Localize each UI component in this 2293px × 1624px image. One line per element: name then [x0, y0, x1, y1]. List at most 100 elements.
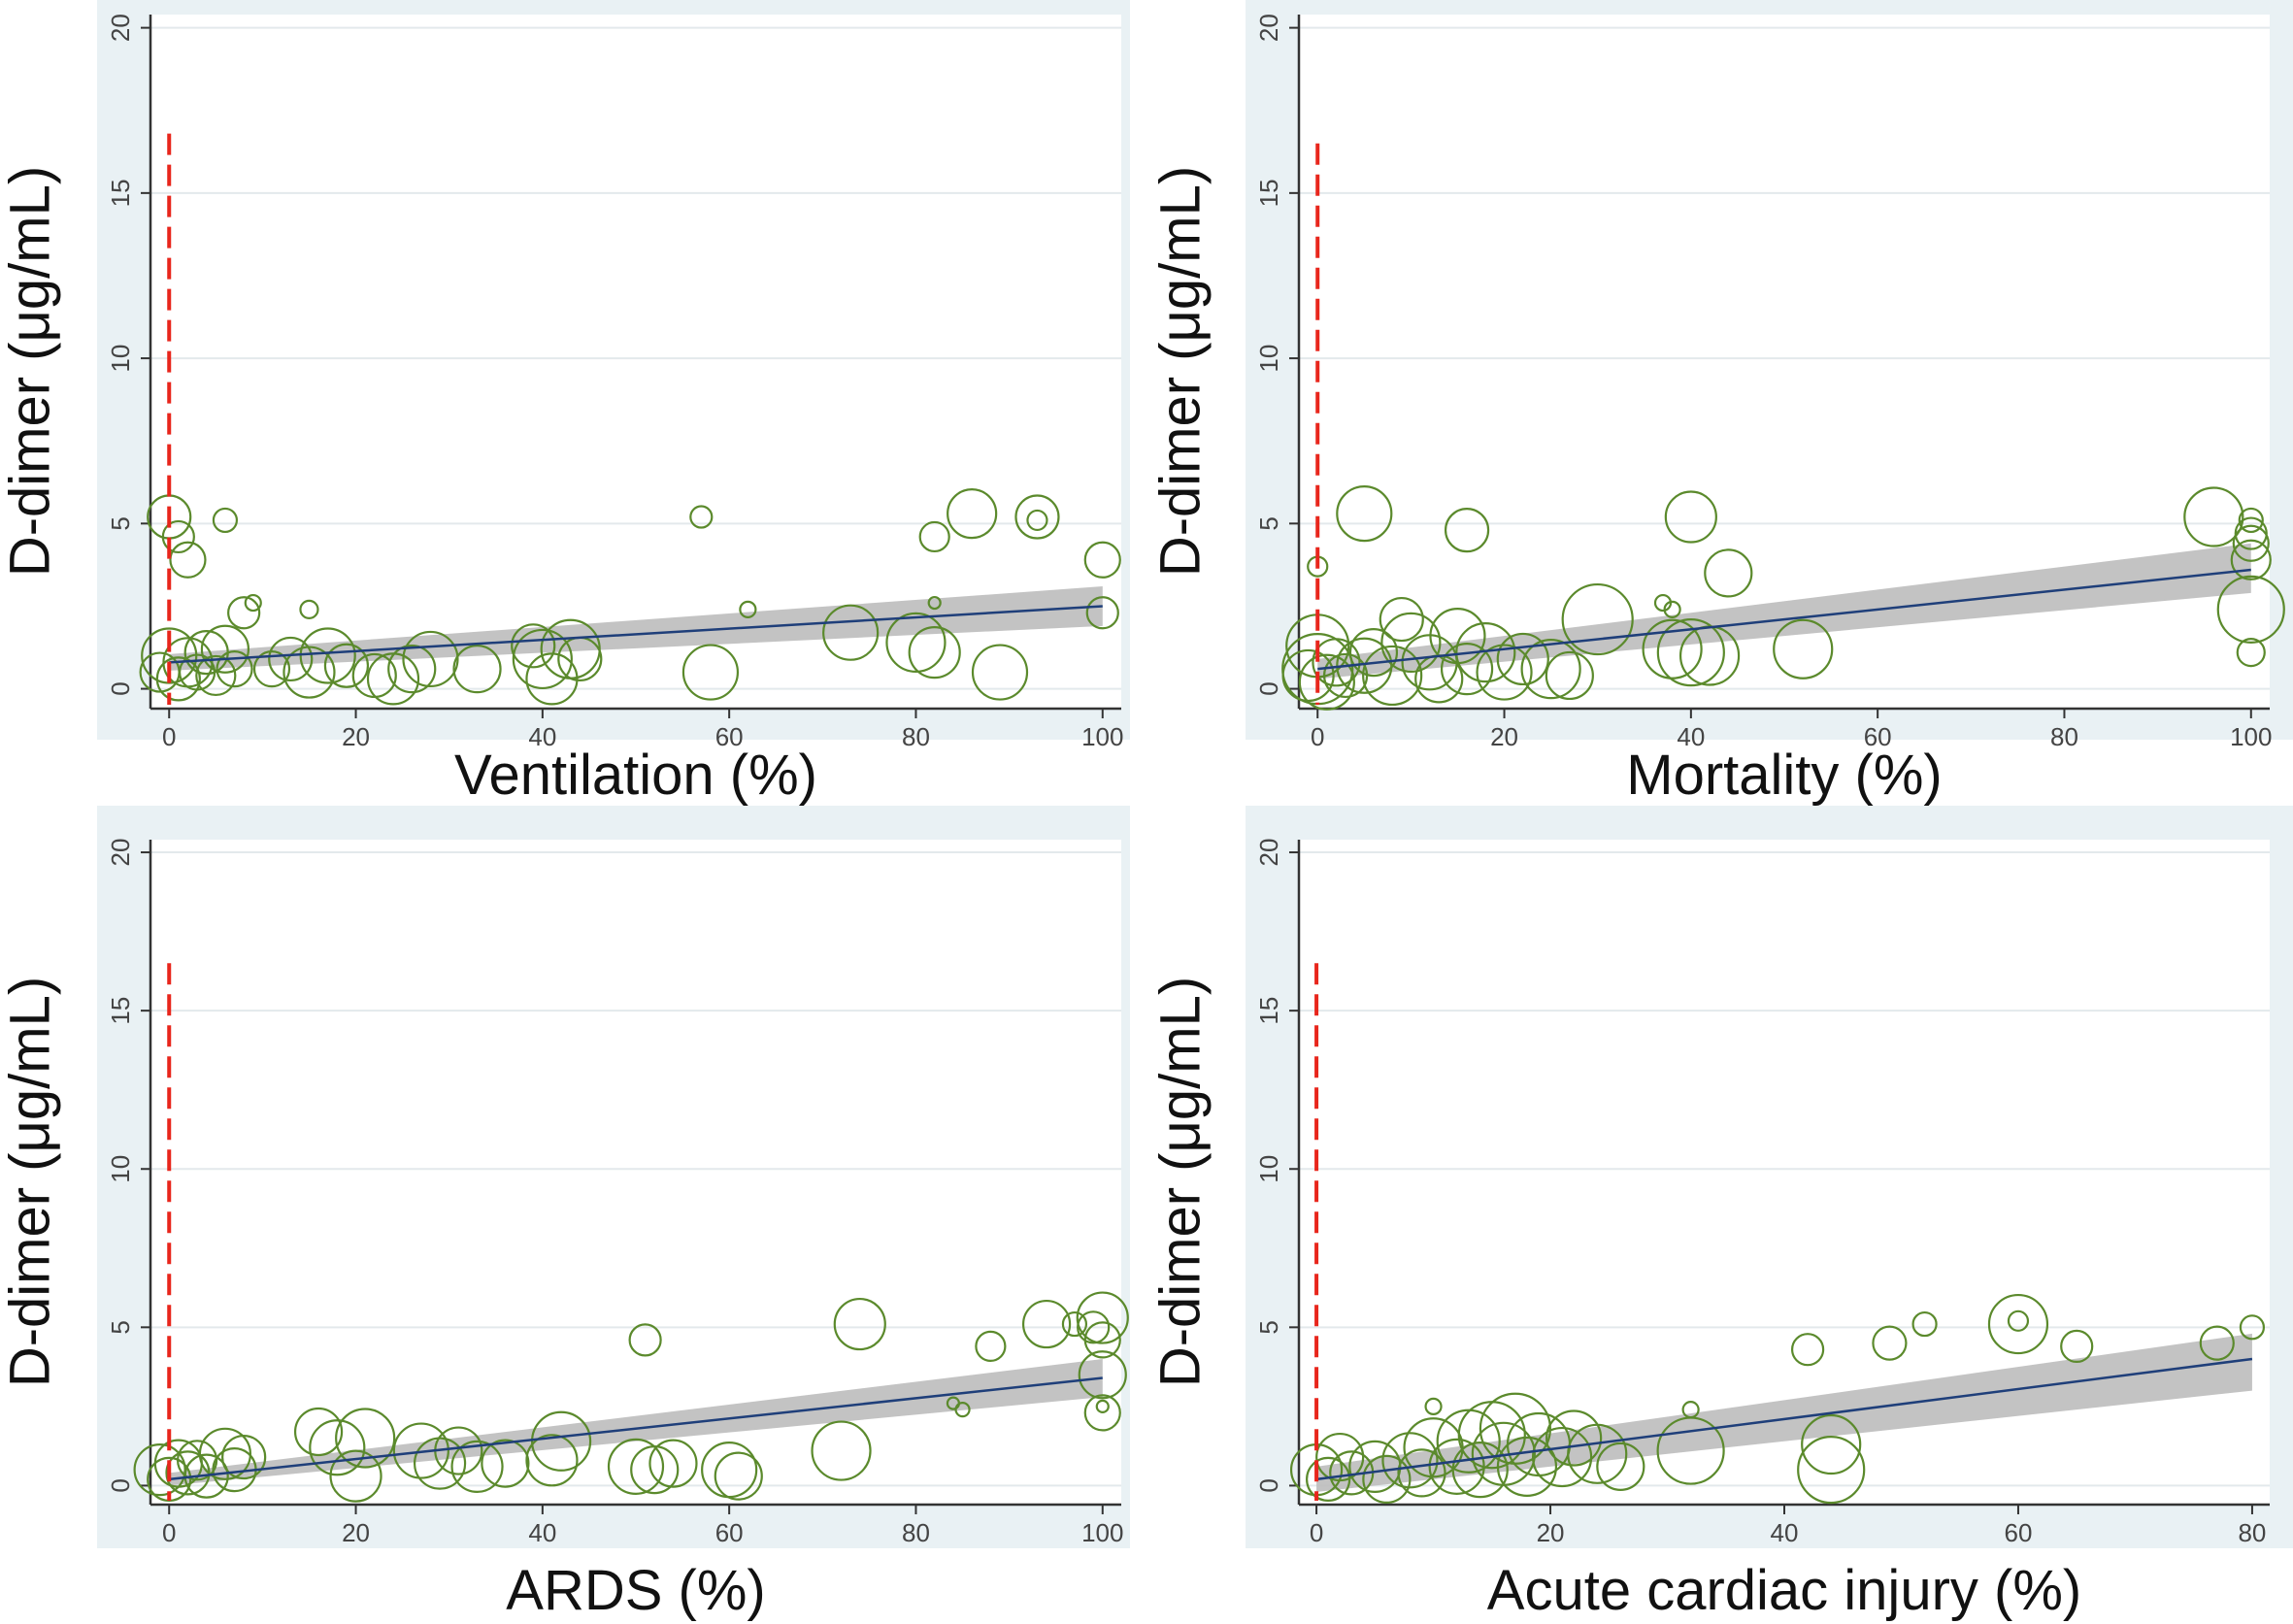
y-axis-title: D-dimer (μg/mL): [1148, 977, 1212, 1387]
x-tick-label: 60: [715, 1518, 744, 1547]
bubble-point: [1496, 1436, 1558, 1497]
y-axis-title: D-dimer (μg/mL): [0, 977, 61, 1387]
bubble-point: [387, 645, 437, 694]
y-tick-label: 0: [1254, 1478, 1283, 1492]
bubble-point: [2183, 486, 2244, 547]
y-tick-label: 10: [1254, 345, 1283, 373]
x-tick-label: 20: [342, 1518, 370, 1547]
bubble-point: [975, 1330, 1007, 1363]
x-axis-title: Acute cardiac injury (%): [1487, 1559, 2081, 1622]
bubble-point: [2007, 1309, 2030, 1332]
x-tick-label: 20: [1490, 722, 1518, 751]
bubble-point: [1561, 582, 1634, 656]
bubble-point: [739, 600, 757, 618]
bubble-point: [511, 623, 556, 669]
bubble-point: [244, 593, 262, 613]
y-tick-label: 15: [106, 997, 135, 1025]
bubble-point: [335, 1408, 396, 1469]
bubble-point: [198, 1427, 252, 1480]
regression-line: [1315, 1357, 2253, 1481]
y-tick-label: 0: [106, 1478, 135, 1492]
bubble-point: [530, 1410, 592, 1472]
bubble-point: [183, 1453, 229, 1499]
bubble-point: [822, 604, 880, 661]
x-tick-label: 20: [1537, 1518, 1565, 1547]
bubble-point: [161, 519, 195, 554]
bubble-point: [212, 507, 239, 534]
bubble-point: [299, 627, 356, 684]
y-tick-label: 10: [1254, 1155, 1283, 1183]
bubble-point: [833, 1297, 886, 1351]
bubble-point: [525, 652, 579, 706]
x-tick-label: 40: [528, 722, 556, 751]
bubble-point: [1596, 1442, 1645, 1491]
x-tick-label: 0: [162, 1518, 176, 1547]
x-axis-title: Ventilation (%): [454, 744, 817, 807]
x-tick-label: 60: [2005, 1518, 2033, 1547]
bubble-point: [1315, 1432, 1365, 1482]
bubble-point: [1078, 1350, 1127, 1400]
panel-4: 0 5 10 15 20 0 20 40 60 80 Acute cardiac injury (%…: [1148, 806, 2293, 1622]
bubble-point: [176, 1440, 218, 1481]
bubble-point: [2232, 524, 2270, 562]
bubble-point: [1801, 1413, 1862, 1475]
bubble-point: [227, 596, 261, 630]
bubble-point: [1642, 618, 1703, 679]
bubble-point: [1531, 1426, 1593, 1488]
bubble-point: [1681, 1401, 1700, 1419]
bubble-point: [1567, 1423, 1628, 1484]
bubble-point: [195, 654, 237, 697]
bubble-point: [155, 656, 201, 702]
y-tick-label: 15: [1254, 997, 1283, 1025]
bubble-point: [927, 595, 942, 611]
bubble-point: [1362, 645, 1423, 707]
y-tick-label: 5: [1254, 516, 1283, 530]
bubble-point: [323, 643, 370, 688]
bubble-point: [525, 1434, 579, 1487]
bubble-point: [169, 541, 207, 579]
bubble-point: [1380, 612, 1442, 674]
panel-3: 0 5 10 15 20 0 20 40 60 80 100 ARDS (%) D-dimer (μg/…: [0, 806, 1130, 1622]
x-tick-label: 0: [1310, 1518, 1323, 1547]
bubble-point: [1336, 637, 1393, 694]
x-tick-label: 0: [1311, 722, 1324, 751]
bubble-point: [1790, 1333, 1825, 1367]
confidence-band: [169, 586, 1103, 671]
x-tick-label: 80: [902, 1518, 930, 1547]
bubble-point: [1061, 1310, 1088, 1338]
bubble-point: [1872, 1325, 1908, 1361]
bubble-point: [947, 488, 998, 540]
bubble-point: [200, 624, 250, 674]
x-tick-label: 60: [715, 722, 744, 751]
bubble-point: [293, 1407, 344, 1457]
x-tick-label: 60: [1864, 722, 1892, 751]
bubble-point: [1083, 1394, 1121, 1432]
bubble-point: [681, 644, 740, 701]
bubble-point: [714, 1451, 763, 1501]
bubble-point: [1077, 1310, 1111, 1344]
bubble-point: [1381, 1432, 1439, 1489]
bubble-point: [2230, 539, 2272, 580]
y-tick-label: 0: [106, 681, 135, 695]
bubble-point: [2238, 507, 2264, 534]
y-tick-label: 15: [1254, 179, 1283, 207]
bubble-point: [1496, 632, 1549, 686]
bubble-point: [2239, 1314, 2266, 1341]
bubble-point: [1085, 596, 1119, 630]
plot-area: [150, 15, 1121, 709]
x-tick-label: 80: [2238, 1518, 2266, 1547]
y-tick-label: 20: [106, 14, 135, 42]
bubble-point: [1397, 1448, 1446, 1498]
bubble-point: [309, 1419, 366, 1476]
bubble-point: [1083, 541, 1121, 579]
y-tick-label: 5: [106, 1320, 135, 1334]
bubble-point: [1656, 618, 1725, 687]
x-tick-label: 0: [162, 722, 176, 751]
bubble-point: [252, 650, 291, 688]
bubble-point: [2216, 575, 2285, 644]
bubble-point: [607, 1438, 665, 1495]
bubble-point: [689, 505, 714, 529]
bubble-point: [1476, 644, 1533, 701]
y-tick-label: 20: [106, 839, 135, 867]
